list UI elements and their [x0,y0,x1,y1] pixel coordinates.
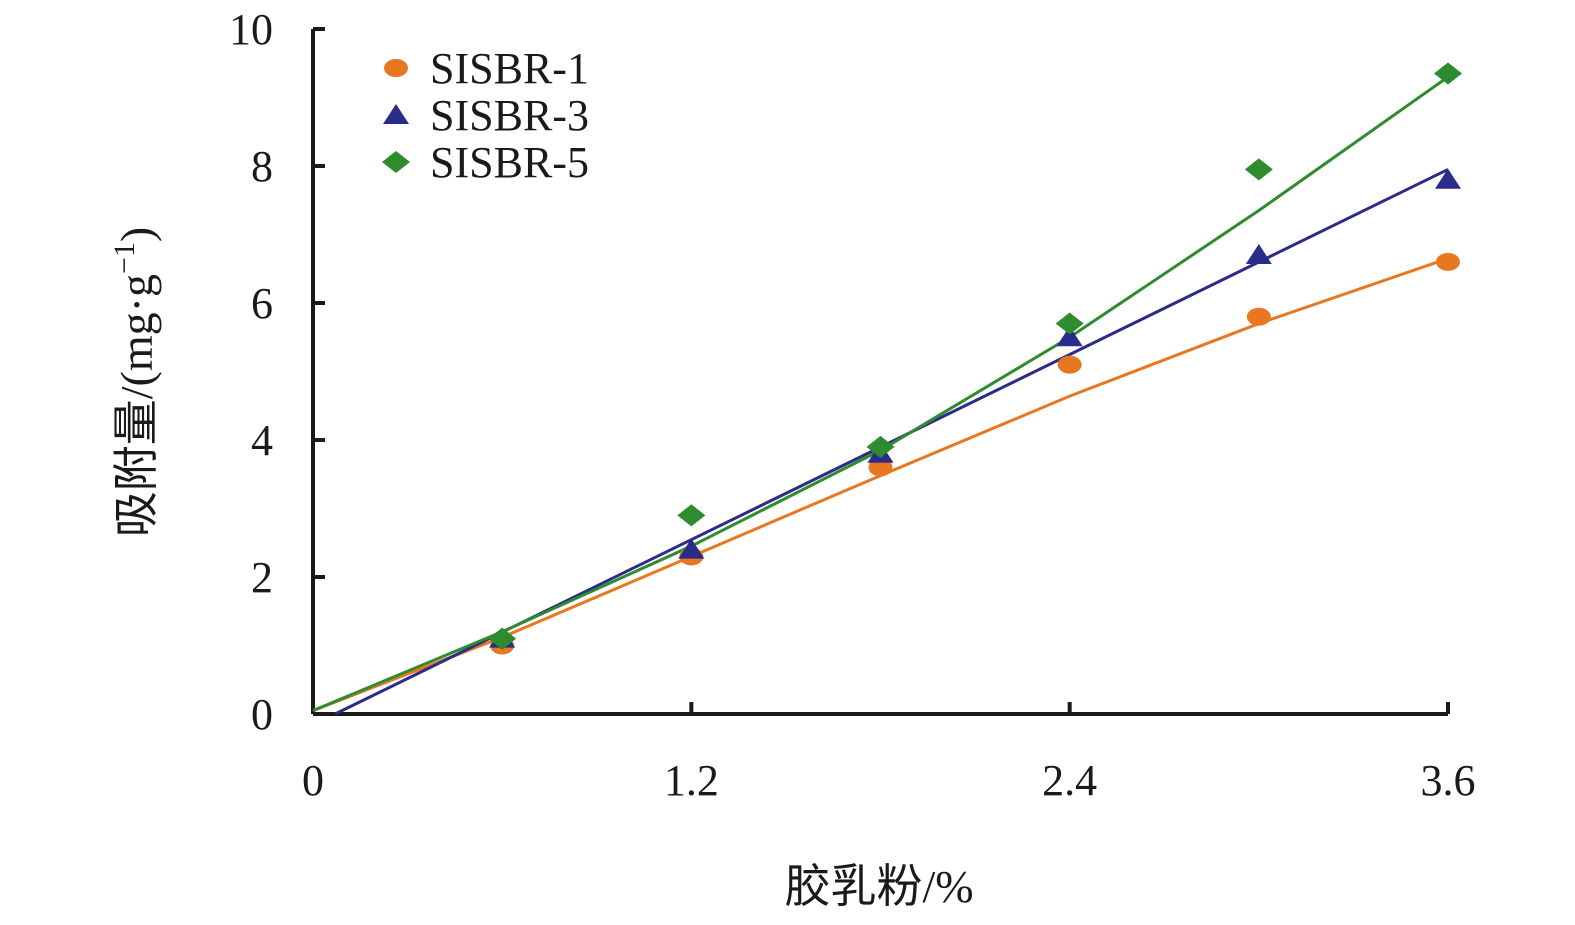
legend-label-sisbr-3: SISBR-3 [430,91,589,140]
data-point-sisbr-3 [678,538,705,559]
y-axis-title-close: ) [111,227,162,242]
data-point-sisbr-1 [1246,307,1271,326]
y-axis-title-main: 吸附量/(mg·g [111,274,162,537]
x-tick-label: 1.2 [664,756,719,805]
legend-marker-sisbr-5 [382,151,410,173]
data-point-sisbr-5 [488,627,517,650]
y-tick-label: 0 [251,690,273,739]
x-tick-label: 3.6 [1421,756,1476,805]
markers [488,62,1462,655]
data-point-sisbr-5 [1244,158,1273,181]
legend-label-sisbr-1: SISBR-1 [430,44,589,93]
data-point-sisbr-1 [868,458,893,477]
y-tick-label: 2 [251,553,273,602]
x-axis-title: 胶乳粉/% [784,861,973,912]
data-point-sisbr-5 [677,504,706,527]
data-point-sisbr-5 [1055,312,1084,335]
data-point-sisbr-1 [1057,355,1082,374]
y-axis-title: 吸附量/(mg·g−1) [108,227,162,537]
legend-label-sisbr-5: SISBR-5 [430,138,589,187]
legend-marker-sisbr-3 [383,104,409,124]
data-point-sisbr-1 [1436,252,1460,271]
x-ticks: 0 1.2 2.4 3.6 [302,702,1476,805]
y-tick-label: 4 [251,416,273,465]
y-ticks: 0 2 4 6 8 10 [229,5,325,739]
data-point-sisbr-5 [1434,62,1462,85]
y-tick-label: 10 [229,5,273,54]
legend-marker-sisbr-1 [384,59,408,77]
y-tick-label: 6 [251,279,273,328]
x-tick-label: 0 [302,756,324,805]
data-point-sisbr-3 [1245,244,1272,265]
data-point-sisbr-3 [1056,326,1083,347]
y-axis-title-superscript: −1 [108,242,141,274]
y-tick-label: 8 [251,142,273,191]
data-point-sisbr-5 [866,435,895,458]
x-tick-label: 2.4 [1042,756,1097,805]
data-point-sisbr-3 [1435,168,1461,189]
